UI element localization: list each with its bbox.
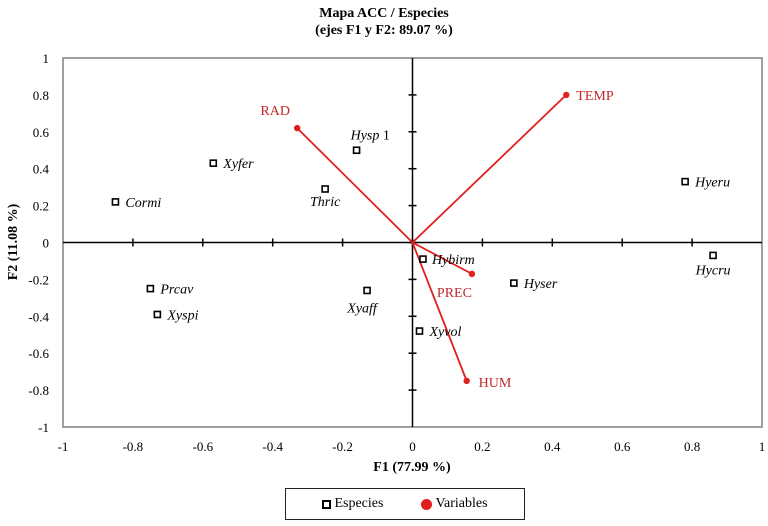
variable-label: HUM: [479, 376, 512, 391]
species-label: Xyspi: [166, 308, 198, 323]
y-tick-label: -0.6: [28, 346, 49, 361]
x-tick-label: 0.4: [544, 439, 561, 454]
species-points: Cormi Xyfer Hysp 1 Thric Hyeru Hycru Hybirm Hys…: [111, 128, 731, 340]
tick-labels: -1 -0.8 -0.6 -0.4 -0.2 0 0.2 0.4 0.6 0.8 1 1 0.8 0.6 0…: [28, 51, 765, 454]
species-label: Xyaff: [346, 301, 379, 316]
y-tick-label: 0.6: [33, 125, 50, 140]
variable-vectors: RAD TEMP PREC HUM: [260, 89, 613, 391]
x-tick-label: 1: [759, 439, 766, 454]
variable-label: RAD: [260, 104, 290, 119]
variable-point-marker: [293, 124, 301, 132]
variable-point-marker: [463, 377, 470, 385]
variable-label: TEMP: [576, 89, 614, 104]
x-tick-label: -0.6: [193, 439, 214, 454]
species-point-marker: [681, 177, 689, 186]
species-point-marker: [146, 284, 155, 293]
species-point-marker: [419, 255, 427, 263]
chart-title-line1: Mapa ACC / Especies: [319, 6, 449, 21]
y-tick-label: 1: [43, 51, 50, 66]
variable-vector-line: [412, 241, 473, 275]
x-tick-label: -0.2: [332, 439, 353, 454]
x-tick-label: -1: [58, 439, 69, 454]
species-point-marker: [363, 286, 371, 295]
x-tick-label: -0.4: [262, 439, 283, 454]
y-tick-label: -0.8: [28, 383, 49, 398]
y-tick-label: 0: [43, 236, 50, 251]
y-tick-label: 0.2: [33, 199, 49, 214]
variable-vector-line: [411, 242, 468, 382]
circle-marker-icon: [421, 498, 433, 510]
legend-variables-label: Variables: [435, 496, 488, 511]
legend-item-species: Especies: [322, 496, 383, 512]
variable-vector-line: [411, 94, 567, 244]
species-point-marker: [709, 251, 717, 260]
variable-point-marker: [563, 91, 570, 99]
species-label: Hybirm: [431, 253, 475, 268]
x-tick-label: 0.2: [474, 439, 490, 454]
legend-species-label: Especies: [334, 496, 384, 511]
species-point-marker: [321, 185, 329, 193]
species-point-marker: [111, 198, 120, 206]
species-point-marker: [352, 146, 361, 155]
species-label: Prcav: [159, 283, 194, 298]
species-point-marker: [209, 159, 218, 167]
species-label: Cormi: [125, 196, 161, 211]
y-tick-label: -0.4: [28, 309, 49, 324]
species-label: Hycru: [695, 263, 731, 278]
x-tick-label: -0.8: [123, 439, 144, 454]
chart-legend: Especies Variables: [285, 488, 525, 520]
chart-title-line2: (ejes F1 y F2: 89.07 %): [315, 23, 453, 38]
variable-vector-line: [296, 127, 414, 244]
y-tick-label: -0.2: [28, 272, 49, 287]
species-label: Hyser: [523, 277, 558, 292]
species-label: Thric: [310, 195, 341, 210]
y-tick-label: 0.4: [33, 162, 50, 177]
variable-point-marker: [468, 270, 476, 278]
x-tick-label: 0.6: [614, 439, 631, 454]
species-label: Hyeru: [694, 176, 730, 191]
legend-item-variables: Variables: [421, 496, 488, 512]
square-marker-icon: [322, 499, 332, 509]
y-tick-label: 0.8: [33, 88, 49, 103]
species-point-marker: [415, 327, 424, 335]
y-tick-label: -1: [38, 420, 49, 435]
species-point-marker: [510, 279, 518, 287]
x-tick-label: 0: [409, 439, 416, 454]
species-label: Xyvol: [428, 325, 461, 340]
species-label: Xyfer: [222, 157, 254, 172]
x-axis-label: F1 (77.99 %): [373, 460, 451, 475]
x-tick-label: 0.8: [684, 439, 700, 454]
y-axis-label: F2 (11.08 %): [6, 203, 21, 280]
variable-label: PREC: [437, 286, 472, 301]
species-label: Hysp 1: [350, 128, 390, 143]
species-point-marker: [153, 310, 162, 319]
